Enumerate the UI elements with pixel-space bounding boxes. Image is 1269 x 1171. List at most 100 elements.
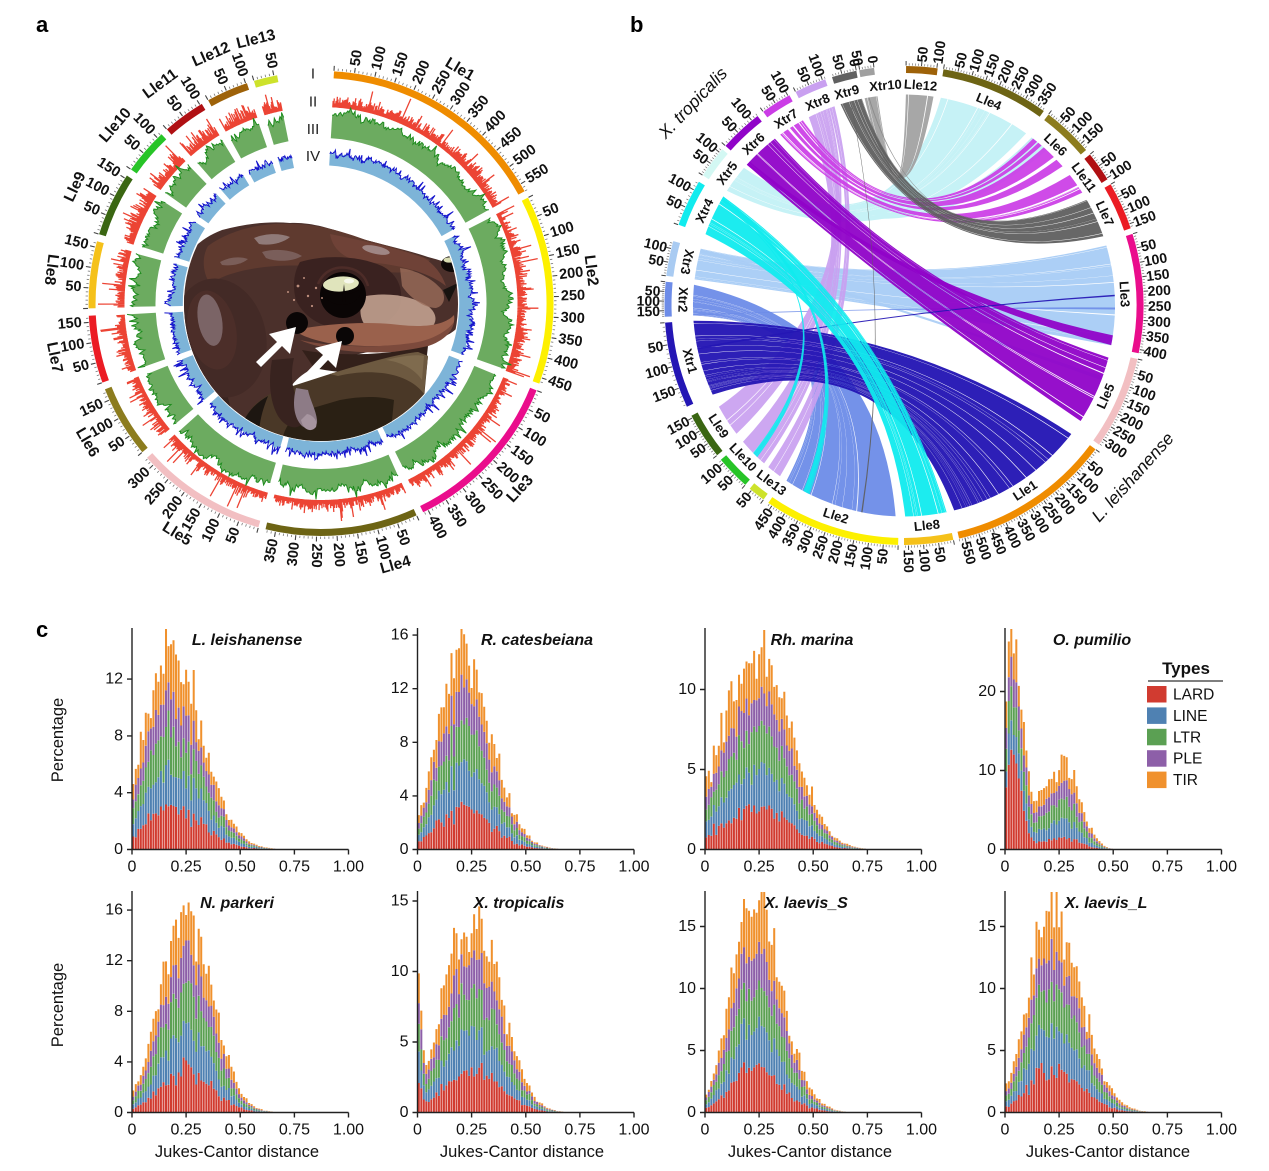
svg-text:0.50: 0.50 (510, 859, 541, 876)
svg-text:150: 150 (554, 241, 581, 262)
svg-text:Lle3: Lle3 (1117, 281, 1133, 308)
svg-text:100: 100 (966, 47, 988, 74)
svg-text:150: 150 (63, 232, 90, 253)
svg-text:100: 100 (805, 51, 828, 79)
svg-text:PLE: PLE (1173, 751, 1202, 768)
svg-text:5: 5 (687, 1042, 696, 1059)
svg-text:5: 5 (687, 761, 696, 778)
svg-text:50: 50 (647, 251, 665, 270)
svg-text:300: 300 (560, 310, 585, 327)
svg-text:50: 50 (931, 546, 949, 564)
svg-text:50: 50 (1136, 367, 1156, 387)
svg-text:4: 4 (114, 1053, 123, 1070)
svg-text:150: 150 (1145, 265, 1170, 284)
svg-text:15: 15 (978, 918, 996, 935)
svg-text:0.25: 0.25 (1044, 859, 1075, 876)
svg-text:150: 150 (351, 539, 371, 565)
svg-text:0: 0 (687, 1104, 696, 1121)
svg-text:10: 10 (678, 681, 696, 698)
svg-text:Xtr9: Xtr9 (833, 81, 861, 102)
svg-text:200: 200 (330, 542, 348, 567)
svg-text:II: II (309, 94, 317, 111)
svg-text:100: 100 (643, 360, 670, 381)
svg-text:0: 0 (114, 1104, 123, 1121)
svg-text:LTR: LTR (1173, 729, 1201, 746)
svg-text:500: 500 (973, 535, 996, 562)
svg-text:0.75: 0.75 (852, 1122, 883, 1139)
svg-text:150: 150 (901, 549, 917, 573)
svg-text:1.00: 1.00 (618, 1122, 649, 1139)
svg-text:5: 5 (400, 1034, 409, 1051)
svg-text:LINE: LINE (1173, 708, 1207, 725)
svg-text:Lle7: Lle7 (43, 341, 66, 375)
svg-text:50: 50 (733, 488, 755, 510)
svg-text:Jukes-Cantor distance: Jukes-Cantor distance (155, 1143, 319, 1161)
svg-text:50: 50 (531, 405, 553, 427)
svg-text:12: 12 (105, 671, 123, 688)
svg-text:250: 250 (308, 543, 324, 568)
svg-text:8: 8 (114, 727, 123, 744)
svg-text:1.00: 1.00 (333, 859, 364, 876)
svg-text:0: 0 (987, 1104, 996, 1121)
svg-text:100: 100 (372, 534, 393, 561)
svg-text:0.50: 0.50 (798, 859, 829, 876)
svg-text:0: 0 (701, 1122, 710, 1139)
svg-text:0.25: 0.25 (171, 1122, 202, 1139)
svg-text:4: 4 (114, 784, 123, 801)
svg-text:50: 50 (874, 548, 891, 565)
svg-text:400: 400 (424, 513, 449, 542)
svg-text:Lle12: Lle12 (190, 39, 233, 71)
svg-text:Xtr2: Xtr2 (675, 287, 691, 313)
svg-text:Jukes-Cantor distance: Jukes-Cantor distance (1026, 1143, 1190, 1161)
svg-text:550: 550 (523, 161, 552, 187)
svg-text:50: 50 (81, 198, 102, 219)
svg-text:4: 4 (400, 787, 409, 804)
svg-text:0: 0 (701, 859, 710, 876)
svg-text:I: I (311, 66, 315, 83)
svg-text:0.50: 0.50 (510, 1122, 541, 1139)
svg-text:Lle8: Lle8 (913, 517, 940, 535)
svg-text:Xtr1: Xtr1 (680, 347, 701, 375)
svg-text:0.25: 0.25 (744, 1122, 775, 1139)
svg-text:0.75: 0.75 (279, 859, 310, 876)
svg-text:Lle8: Lle8 (41, 253, 62, 286)
svg-text:100: 100 (642, 234, 669, 255)
svg-text:200: 200 (824, 538, 846, 565)
svg-text:150: 150 (94, 154, 123, 181)
svg-text:10: 10 (391, 963, 409, 980)
svg-text:50: 50 (392, 527, 412, 548)
svg-text:50: 50 (794, 64, 815, 85)
svg-text:100: 100 (1131, 381, 1159, 404)
svg-text:10: 10 (978, 980, 996, 997)
svg-text:X. laevis_L: X. laevis_L (1064, 895, 1148, 912)
svg-text:100: 100 (369, 45, 390, 72)
svg-text:10: 10 (678, 980, 696, 997)
svg-text:50: 50 (914, 46, 931, 63)
svg-text:100: 100 (636, 293, 660, 309)
svg-text:Types: Types (1162, 659, 1210, 678)
svg-text:150: 150 (1131, 207, 1159, 230)
svg-text:0: 0 (864, 55, 881, 65)
svg-text:0: 0 (687, 841, 696, 858)
svg-text:100: 100 (548, 219, 576, 241)
svg-text:5: 5 (987, 1042, 996, 1059)
svg-text:50: 50 (951, 51, 970, 70)
svg-text:0.25: 0.25 (456, 859, 487, 876)
svg-text:150: 150 (389, 50, 412, 78)
svg-text:0.25: 0.25 (171, 859, 202, 876)
svg-text:Percentage: Percentage (49, 963, 67, 1047)
svg-text:8: 8 (400, 734, 409, 751)
svg-text:0.50: 0.50 (798, 1122, 829, 1139)
svg-text:0.75: 0.75 (279, 1122, 310, 1139)
svg-text:100: 100 (228, 51, 251, 79)
svg-text:150: 150 (77, 396, 106, 421)
svg-text:150: 150 (57, 315, 82, 333)
svg-text:L. leishanense: L. leishanense (192, 632, 302, 649)
svg-text:Percentage: Percentage (49, 698, 67, 782)
svg-text:250: 250 (809, 533, 832, 561)
svg-text:1.00: 1.00 (1206, 859, 1237, 876)
svg-text:100: 100 (59, 336, 86, 356)
svg-text:R. catesbeiana: R. catesbeiana (481, 632, 593, 649)
svg-text:200: 200 (1147, 282, 1171, 299)
svg-text:550: 550 (958, 539, 979, 566)
